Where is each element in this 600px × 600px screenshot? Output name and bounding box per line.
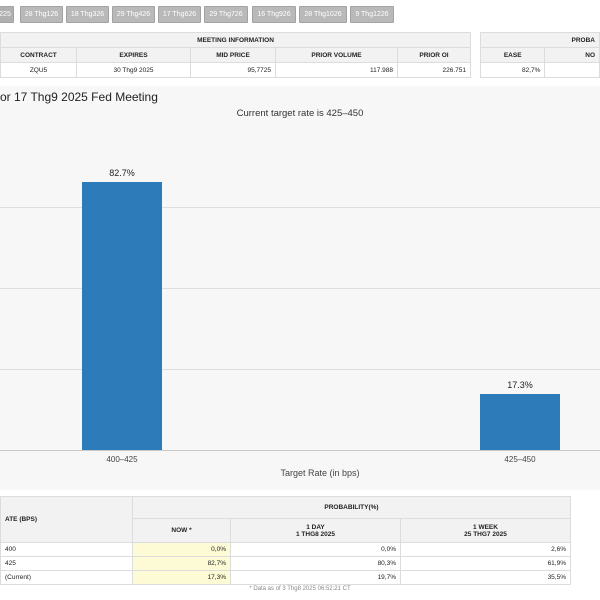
- col-1-week-line2: 25 THG7 2025: [464, 530, 507, 538]
- bar-425–450[interactable]: [480, 393, 560, 450]
- x-tick-label: 425–450: [504, 455, 536, 464]
- bar-data-label: 17.3%: [507, 379, 533, 390]
- x-axis-title: Target Rate (in bps): [280, 468, 360, 478]
- contract-value: ZQU5: [0, 62, 77, 78]
- prior-oi-value: 226.751: [397, 62, 471, 78]
- mid-price-value: 95,7725: [190, 62, 276, 78]
- meeting-info-table: MEETING INFORMATION CONTRACT EXPIRES MID…: [0, 32, 471, 78]
- meeting-tab[interactable]: 225: [0, 6, 14, 23]
- probability-table: ATE (BPS) PROBABILITY(%) NOW * 1 DAY 1 T…: [0, 496, 571, 585]
- col-no: NO: [544, 47, 600, 63]
- meeting-info-title: MEETING INFORMATION: [0, 32, 471, 48]
- col-contract: CONTRACT: [0, 47, 77, 63]
- col-1-week-line1: 1 WEEK: [473, 523, 498, 531]
- probability-summary-title: PROBA: [480, 32, 600, 48]
- prior-volume-value: 117.988: [275, 62, 398, 78]
- table-row: 425 82,7% 80,3% 61,9%: [0, 556, 571, 571]
- now-value: 0,0%: [132, 542, 231, 557]
- meeting-tab[interactable]: 16 Thg926: [252, 6, 296, 23]
- meeting-tab[interactable]: 9 Thg1226: [350, 6, 394, 23]
- col-prior-volume: PRIOR VOLUME: [275, 47, 398, 63]
- col-1-week: 1 WEEK 25 THG7 2025: [400, 518, 571, 543]
- now-value: 17,3%: [132, 570, 231, 585]
- one-week-value: 61,9%: [400, 556, 571, 571]
- col-mid-price: MID PRICE: [190, 47, 276, 63]
- col-1-day: 1 DAY 1 THG8 2025: [230, 518, 401, 543]
- meeting-tab[interactable]: 28 Thg1026: [299, 6, 347, 23]
- col-now-line1: NOW *: [171, 527, 192, 534]
- meeting-tab[interactable]: 29 Thg426: [112, 6, 155, 23]
- meeting-tab[interactable]: 18 Thg326: [66, 6, 109, 23]
- probability-summary-table: PROBA EASE NO 82,7%: [479, 32, 600, 78]
- no-value: [544, 62, 600, 78]
- meeting-tab[interactable]: 28 Thg126: [20, 6, 63, 23]
- gridline: [0, 288, 600, 289]
- gridline: [0, 207, 600, 208]
- col-ease: EASE: [479, 47, 546, 63]
- table-row: (Current) 17,3% 19,7% 35,5%: [0, 570, 571, 585]
- col-1-day-line1: 1 DAY: [306, 523, 325, 531]
- rate-column-header: ATE (BPS): [0, 496, 133, 543]
- meeting-tab[interactable]: 17 Thg626: [158, 6, 201, 23]
- target-rate-chart: or 17 Thg9 2025 Fed Meeting Current targ…: [0, 86, 600, 490]
- table-row: 400 0,0% 0,0% 2,6%: [0, 542, 571, 557]
- chart-subtitle: Current target rate is 425–450: [236, 108, 364, 119]
- col-now: NOW *: [132, 518, 231, 543]
- gridline: [0, 369, 600, 370]
- ease-value: 82,7%: [479, 62, 546, 78]
- one-day-value: 19,7%: [230, 570, 401, 585]
- expires-value: 30 Thg9 2025: [76, 62, 191, 78]
- bar-data-label: 82.7%: [109, 168, 135, 179]
- one-day-value: 0,0%: [230, 542, 401, 557]
- meeting-tab[interactable]: 29 Thg726: [204, 6, 248, 23]
- one-week-value: 35,5%: [400, 570, 571, 585]
- col-1-day-line2: 1 THG8 2025: [295, 530, 336, 538]
- bar-400–425[interactable]: [82, 182, 162, 450]
- rate-label: (Current): [0, 570, 133, 585]
- x-axis-line: [0, 450, 600, 451]
- col-prior-oi: PRIOR OI: [397, 47, 471, 63]
- probability-group-header: PROBABILITY(%): [132, 496, 571, 519]
- meeting-tab-strip: 225 28 Thg126 18 Thg326 29 Thg426 17 Thg…: [0, 0, 600, 28]
- col-expires: EXPIRES: [76, 47, 191, 63]
- chart-heading: or 17 Thg9 2025 Fed Meeting: [0, 90, 158, 104]
- x-tick-label: 400–425: [106, 455, 138, 464]
- rate-label: 425: [0, 556, 133, 571]
- now-value: 82,7%: [132, 556, 231, 571]
- rate-label: 400: [0, 542, 133, 557]
- one-day-value: 80,3%: [230, 556, 401, 571]
- data-timestamp-footnote: * Data as of 3 Thg8 2025 06:52:21 CT: [249, 586, 351, 592]
- one-week-value: 2,6%: [400, 542, 571, 557]
